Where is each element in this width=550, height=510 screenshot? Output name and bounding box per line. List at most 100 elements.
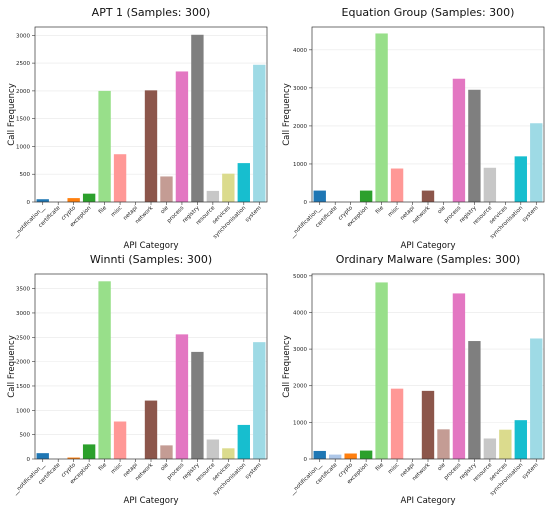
bar-crypto	[344, 453, 357, 459]
x-tick-label: network	[411, 462, 432, 483]
y-axis-label: Call Frequency	[7, 335, 17, 397]
y-tick-label: 1000	[293, 162, 307, 168]
chart-title: Equation Group (Samples: 300)	[342, 6, 515, 19]
y-tick-label: 3000	[293, 347, 307, 353]
y-tick-label: 2500	[16, 61, 30, 67]
y-tick-label: 3000	[16, 311, 30, 317]
bar-network	[144, 90, 158, 202]
bar-file	[375, 282, 388, 459]
x-tick-label: ole	[437, 462, 448, 473]
bar-notification	[36, 453, 49, 459]
chart-panel: 010002000300040005000__notification__cer…	[282, 253, 545, 506]
y-tick-label: 2000	[293, 384, 307, 390]
bar-misc	[113, 154, 127, 202]
y-tick-label: 1000	[16, 144, 30, 150]
x-tick-label: ole	[437, 205, 448, 216]
x-tick-label: misc	[387, 205, 400, 218]
y-axis-label: Call Frequency	[7, 83, 17, 145]
y-tick-label: 0	[304, 457, 308, 463]
bar-registry	[191, 34, 204, 203]
bar-ole	[160, 176, 173, 202]
bar-crypto	[67, 198, 80, 202]
bar-exception	[82, 444, 96, 459]
y-tick-label: 500	[20, 172, 31, 178]
y-axis-label: Call Frequency	[282, 335, 292, 397]
x-tick-label: network	[134, 205, 155, 226]
bar-network	[144, 400, 158, 459]
bar-synchronisation	[514, 420, 527, 459]
bar-exception	[359, 450, 373, 459]
x-tick-label: system	[521, 462, 539, 480]
y-tick-label: 2000	[16, 89, 30, 95]
plot-frame	[311, 273, 545, 460]
y-tick-label: 4000	[293, 310, 307, 316]
bar-process	[175, 71, 189, 202]
bar-system	[530, 338, 543, 459]
bar-misc	[390, 168, 404, 202]
bar-ole	[160, 445, 173, 459]
x-tick-label: file	[375, 462, 386, 473]
y-tick-label: 2000	[16, 360, 30, 366]
y-tick-label: 3000	[293, 86, 307, 92]
y-tick-label: 1000	[16, 408, 30, 414]
x-tick-label: ole	[160, 205, 171, 216]
bar-misc	[390, 388, 404, 459]
chart-title: Ordinary Malware (Samples: 300)	[336, 253, 521, 266]
bar-synchronisation	[237, 163, 250, 202]
bar-resource	[206, 190, 220, 202]
bar-services	[222, 448, 235, 459]
bar-registry	[191, 351, 204, 459]
y-tick-label: 4000	[293, 48, 307, 54]
x-tick-label: network	[134, 462, 155, 483]
x-axis-label: API Category	[401, 496, 456, 506]
bar-system	[253, 342, 266, 459]
plot-frame	[311, 26, 545, 203]
y-tick-label: 0	[304, 200, 308, 206]
chart-panel: 0500100015002000250030003500__notificati…	[7, 253, 268, 506]
y-tick-label: 0	[27, 457, 31, 463]
chart-panel: 01000200030004000__notification__certifi…	[282, 6, 545, 251]
bar-services	[499, 429, 512, 459]
bar-process	[452, 293, 466, 459]
x-axis-label: API Category	[401, 241, 456, 251]
chart-title: Winnti (Samples: 300)	[90, 253, 212, 266]
bar-misc	[113, 421, 127, 459]
x-tick-label: misc	[387, 462, 400, 475]
chart-title: APT 1 (Samples: 300)	[92, 6, 211, 19]
y-tick-label: 1000	[293, 420, 307, 426]
bar-certificate	[329, 454, 342, 459]
bar-notification	[36, 199, 49, 202]
bar-system	[530, 123, 543, 202]
bar-resource	[483, 438, 497, 459]
bar-synchronisation	[514, 156, 527, 202]
bar-ole	[437, 429, 450, 459]
y-tick-label: 1500	[16, 117, 30, 123]
bar-resource	[206, 439, 220, 459]
x-tick-label: misc	[110, 205, 123, 218]
x-tick-label: file	[98, 462, 109, 473]
x-tick-label: system	[521, 205, 539, 223]
y-tick-label: 3000	[16, 33, 30, 39]
plot-frame	[34, 273, 268, 460]
bar-file	[98, 281, 111, 459]
x-tick-label: system	[244, 205, 262, 223]
chart-panel: 050010001500200025003000__notification__…	[7, 6, 268, 251]
x-axis-label: API Category	[124, 496, 179, 506]
bar-process	[452, 78, 466, 202]
bar-services	[222, 173, 235, 202]
bar-crypto	[67, 457, 80, 459]
x-tick-label: system	[244, 462, 262, 480]
x-tick-label: file	[375, 205, 386, 216]
bar-system	[253, 64, 266, 203]
x-axis-label: API Category	[124, 241, 179, 251]
bar-synchronisation	[237, 424, 250, 459]
bar-file	[375, 33, 388, 202]
x-tick-label: misc	[110, 462, 123, 475]
bar-registry	[468, 341, 481, 459]
bar-exception	[359, 190, 373, 202]
bar-process	[175, 334, 189, 459]
y-tick-label: 5000	[293, 274, 307, 280]
y-tick-label: 3500	[16, 287, 30, 293]
plot-frame	[34, 26, 268, 203]
bar-network	[421, 190, 435, 202]
